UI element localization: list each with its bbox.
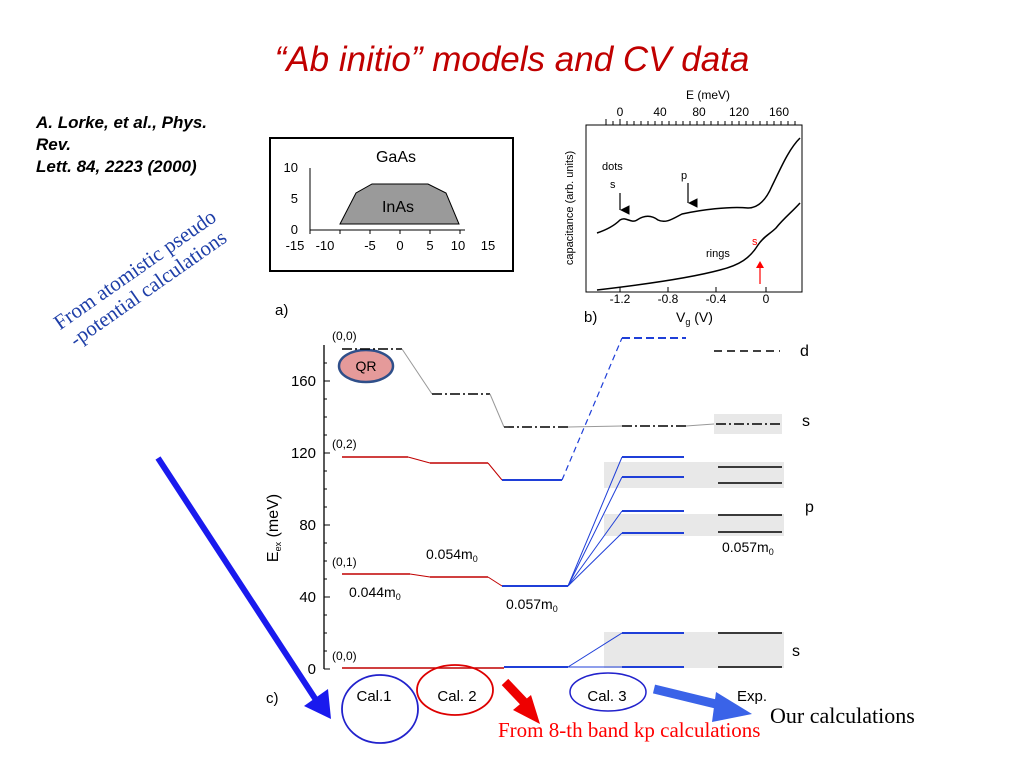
state-label: (0,1) bbox=[332, 555, 357, 569]
fig-b-bottom-tick: -1.2 bbox=[610, 292, 631, 306]
cal2-circle bbox=[416, 664, 494, 716]
mass-label-cal2: 0.054m0 bbox=[426, 546, 478, 564]
kp-arrow-head bbox=[513, 695, 540, 724]
column-label-cal1: Cal.1 bbox=[356, 688, 391, 705]
fig-b-rings-label: rings bbox=[706, 248, 730, 260]
atomistic-arrow-head bbox=[304, 689, 331, 719]
state-label: (0,0) bbox=[332, 649, 357, 663]
mass-label-cal1: 0.044m0 bbox=[349, 584, 401, 602]
fig-c-ylabel: Eex (meV) bbox=[265, 494, 283, 562]
dots-cv-curve bbox=[596, 137, 801, 234]
atomistic-arrow bbox=[155, 456, 319, 702]
figure-b-label: b) bbox=[584, 309, 597, 326]
gaas-label: GaAs bbox=[376, 149, 416, 166]
inas-label: InAs bbox=[382, 199, 414, 216]
fig-b-top-tick: 40 bbox=[653, 105, 667, 119]
fig-a-xtick: -5 bbox=[364, 238, 376, 253]
fig-c-ytick: 120 bbox=[291, 445, 316, 462]
figure-c-label: c) bbox=[266, 690, 279, 707]
shell-label-s: s bbox=[792, 643, 800, 660]
fig-b-top-tick: 120 bbox=[729, 105, 749, 119]
fig-c-ytick: 40 bbox=[299, 589, 316, 606]
figure-a-label: a) bbox=[275, 302, 288, 319]
figure-a: -15 -10 -5 0 5 10 15 10 5 0 GaAs InAs a) bbox=[269, 137, 514, 319]
fig-a-ytick: 10 bbox=[284, 160, 298, 175]
fig-a-xtick: 15 bbox=[481, 238, 495, 253]
fig-b-top-tick: 160 bbox=[769, 105, 789, 119]
fig-c-ytick: 0 bbox=[308, 661, 316, 678]
kp-arrow bbox=[501, 678, 528, 706]
column-label-exp: Exp. bbox=[737, 688, 767, 705]
shell-label-s: s bbox=[802, 413, 810, 430]
column-label-cal3: Cal. 3 bbox=[587, 688, 626, 705]
column-label-cal2: Cal. 2 bbox=[437, 688, 476, 705]
fig-b-s-red-label: s bbox=[752, 236, 758, 248]
fig-b-p-label: p bbox=[681, 170, 687, 182]
fig-b-top-tick: 80 bbox=[692, 105, 706, 119]
fig-b-top-ticks bbox=[605, 119, 796, 125]
shell-label-p: p bbox=[805, 499, 814, 516]
qr-label: QR bbox=[356, 358, 377, 374]
ours-arrow-head bbox=[712, 692, 752, 722]
citation-line-3: Lett. 84, 2223 (2000) bbox=[36, 157, 197, 176]
rings-cv-curve bbox=[596, 202, 801, 291]
fig-a-xtick: 0 bbox=[396, 238, 403, 253]
shell-label-d: d bbox=[800, 343, 809, 360]
mass-label-exp: 0.057m0 bbox=[722, 539, 774, 557]
cal3-circle bbox=[569, 672, 647, 712]
mass-label-cal3: 0.057m0 bbox=[506, 596, 558, 614]
citation: A. Lorke, et al., Phys. Rev. Lett. 84, 2… bbox=[36, 112, 246, 178]
cal1-circle bbox=[341, 674, 419, 744]
fig-a-xtick: 5 bbox=[426, 238, 433, 253]
slide-title: “Ab initio” models and CV data bbox=[274, 40, 750, 79]
fig-b-dots-label: dots bbox=[602, 161, 623, 173]
state-label: (0,0) bbox=[332, 329, 357, 343]
qr-badge bbox=[337, 348, 395, 384]
fig-b-s-label: s bbox=[610, 179, 616, 191]
state-label: (0,2) bbox=[332, 437, 357, 451]
figure-c: c) 160 120 80 40 0 Eex (meV) bbox=[265, 329, 814, 707]
fig-a-ytick: 5 bbox=[291, 191, 298, 206]
kp-note: From 8-th band kp calculations bbox=[498, 718, 761, 742]
inas-dot-shape bbox=[339, 183, 460, 225]
fig-b-top-axis-label: E (meV) bbox=[686, 88, 730, 102]
fig-a-xtick: -15 bbox=[286, 238, 305, 253]
our-calculations-note: Our calculations bbox=[770, 703, 915, 728]
figure-b-frame bbox=[585, 124, 803, 293]
fig-a-ytick: 0 bbox=[291, 222, 298, 237]
fig-b-ylabel: capacitance (arb. units) bbox=[564, 151, 576, 265]
citation-line-2: Rev. bbox=[36, 135, 71, 154]
fig-c-ytick: 160 bbox=[291, 373, 316, 390]
fig-b-bottom-tick: 0 bbox=[763, 292, 770, 306]
fig-b-xlabel: Vg (V) bbox=[676, 309, 713, 327]
fig-b-top-tick: 0 bbox=[617, 105, 624, 119]
fig-b-bottom-tick: -0.8 bbox=[658, 292, 679, 306]
figure-b: E (meV) 0 40 80 120 160 -1.2 -0.8 -0.4 0… bbox=[564, 88, 803, 327]
citation-line-1: A. Lorke, et al., Phys. bbox=[36, 113, 208, 132]
fig-b-bottom-tick: -0.4 bbox=[706, 292, 727, 306]
fig-a-xtick: -10 bbox=[316, 238, 335, 253]
fig-a-xtick: 10 bbox=[451, 238, 465, 253]
fig-c-ytick: 80 bbox=[299, 517, 316, 534]
ours-arrow bbox=[652, 684, 726, 711]
